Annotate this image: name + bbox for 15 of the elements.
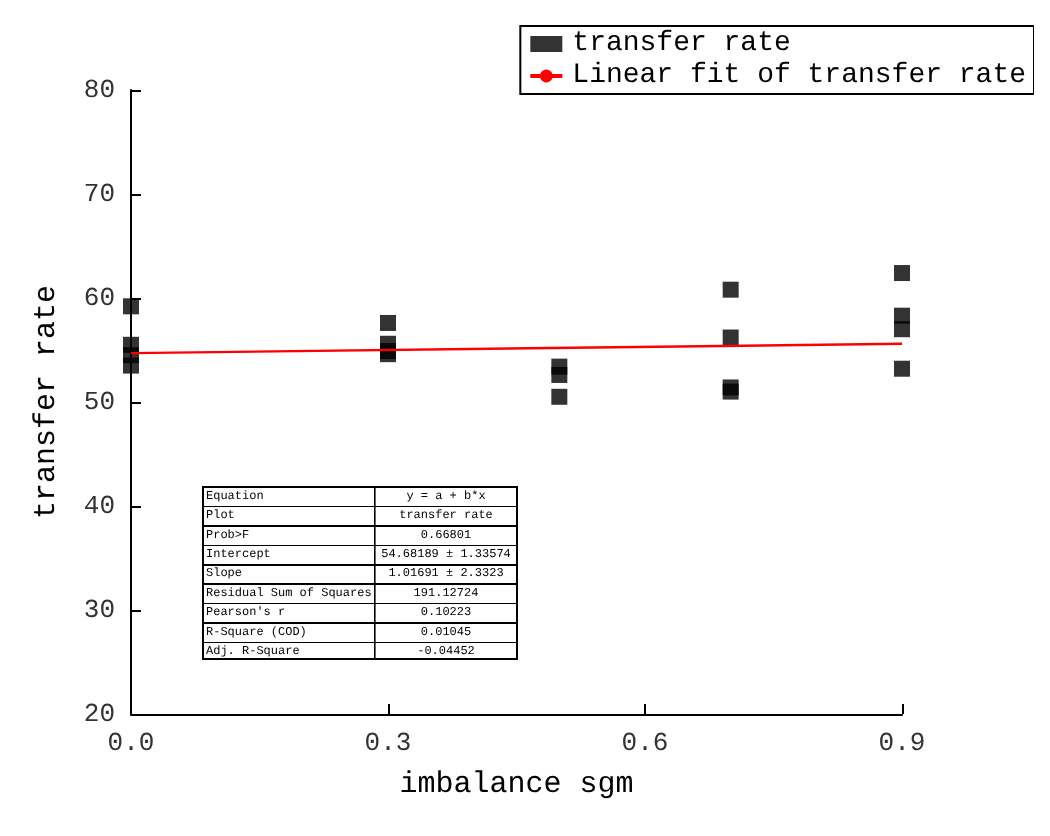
x-tick-label: 0.0 [107, 728, 155, 758]
x-axis-title: imbalance sgm [399, 768, 634, 802]
y-tick-label: 20 [83, 699, 115, 729]
x-tick-label: 0.3 [364, 728, 412, 758]
y-tick-label: 30 [83, 595, 115, 625]
y-axis-title: transfer rate [30, 284, 64, 520]
y-tick-label: 50 [83, 387, 115, 417]
y-tick-label: 60 [83, 283, 115, 313]
x-tick-label: 0.9 [878, 728, 926, 758]
y-tick-label: 70 [83, 179, 115, 209]
y-tick-label: 80 [83, 75, 115, 105]
x-tick-label: 0.6 [621, 728, 669, 758]
legend-label: Linear fit of transfer rate [572, 60, 1027, 92]
legend-label: transfer rate [572, 28, 791, 60]
y-tick-label: 40 [83, 491, 115, 521]
